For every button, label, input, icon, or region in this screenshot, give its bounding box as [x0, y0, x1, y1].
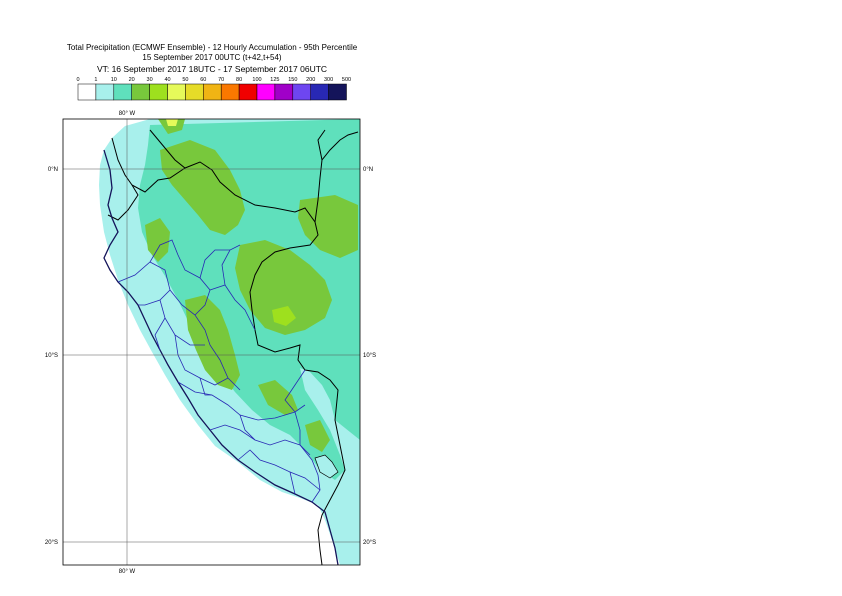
lat-label-left-10s: 10°S: [45, 353, 58, 359]
legend-swatch-4: [149, 83, 168, 101]
legend-swatch-7: [203, 83, 222, 101]
color-legend: 0 1 10 20 30 40 50 60 70 80 100 125 150 200 300 500: [76, 77, 351, 101]
legend-swatch-1: [95, 83, 115, 101]
legend-swatch-3: [131, 83, 150, 101]
precip-zone-heavy-8: [158, 119, 185, 134]
legend-swatch-8: [220, 83, 240, 101]
precip-zone-heavy-5: [145, 218, 170, 262]
legend-label-10: 100: [252, 77, 261, 83]
legend-label-3: 20: [129, 77, 135, 83]
legend-swatch-14: [328, 83, 347, 101]
chart-title-line3: VT: 16 September 2017 18UTC - 17 Septemb…: [96, 64, 328, 74]
legend-swatch-13: [310, 83, 329, 101]
lat-label-left-20s: 20°S: [45, 540, 58, 546]
legend-label-14: 300: [324, 77, 333, 83]
precip-zone-peak: [166, 119, 178, 126]
lon-label-bottom: 80° W: [119, 569, 136, 575]
legend-label-4: 30: [147, 77, 153, 83]
region-borders: [117, 239, 321, 503]
precip-zone-heavy-7: [305, 420, 330, 452]
lat-label-right-10s: 10°S: [363, 353, 376, 359]
lat-label-left-0n: 0°N: [48, 167, 58, 173]
precip-zone-heavy-2: [235, 240, 332, 335]
legend-label-15: 500: [342, 77, 351, 83]
legend-label-2: 10: [111, 77, 117, 83]
chart-title-line1: Total Precipitation (ECMWF Ensemble) - 1…: [66, 43, 358, 52]
legend-swatch-6: [185, 83, 204, 101]
precip-zone-peak-2: [272, 306, 296, 326]
precip-zone-heavy-1: [160, 140, 245, 235]
legend-swatch-2: [113, 83, 132, 101]
lat-label-right-0n: 0°N: [363, 167, 373, 173]
lat-label-right-20s: 20°S: [363, 540, 376, 546]
legend-label-6: 50: [182, 77, 188, 83]
legend-label-0: 0: [76, 77, 79, 83]
legend-label-7: 60: [200, 77, 206, 83]
legend-label-8: 70: [218, 77, 224, 83]
coastline: [103, 149, 339, 565]
legend-label-13: 200: [306, 77, 315, 83]
legend-swatch-9: [238, 83, 258, 101]
legend-label-11: 125: [270, 77, 279, 83]
precip-zone-heavy-6: [258, 380, 298, 415]
legend-swatch-11: [274, 83, 294, 101]
lake-titicaca: [314, 454, 339, 479]
lon-label-top: 80° W: [119, 111, 136, 117]
precip-zone-heavy-3: [298, 195, 358, 258]
legend-swatch-0: [77, 83, 97, 101]
legend-label-9: 80: [236, 77, 242, 83]
country-borders: [107, 129, 359, 565]
legend-swatch-10: [256, 83, 276, 101]
legend-label-1: 1: [94, 77, 97, 83]
legend-label-12: 150: [288, 77, 297, 83]
chart-title-line2: 15 September 2017 00UTC (t+42,t+54): [142, 53, 282, 62]
legend-swatch-5: [167, 83, 186, 101]
map-frame: [62, 118, 361, 566]
legend-swatch-12: [292, 83, 311, 101]
precip-zone-heavy-4: [185, 295, 240, 390]
legend-label-5: 40: [164, 77, 170, 83]
